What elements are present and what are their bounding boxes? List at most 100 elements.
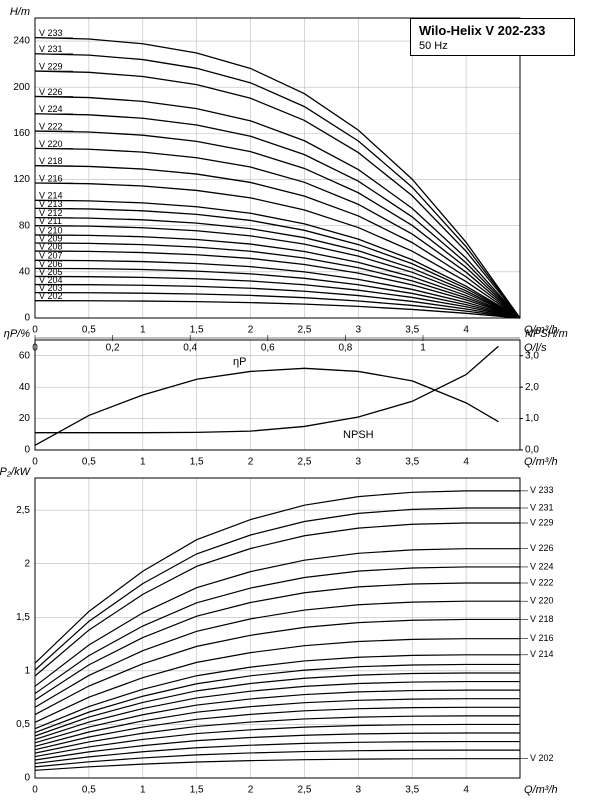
h-curves: V 202V 203V 204V 205V 206V 207V 208V 209… — [35, 28, 520, 318]
svg-text:V 220: V 220 — [530, 596, 554, 606]
svg-text:ηP: ηP — [233, 356, 246, 368]
svg-text:V 224: V 224 — [530, 561, 554, 571]
svg-text:0: 0 — [32, 785, 38, 796]
svg-text:2,5: 2,5 — [297, 325, 311, 336]
p2-curve-V224 — [35, 567, 520, 694]
h-curve-V231 — [35, 54, 520, 318]
svg-text:1,5: 1,5 — [190, 785, 204, 796]
svg-text:0,4: 0,4 — [183, 343, 197, 354]
svg-text:120: 120 — [13, 174, 30, 185]
svg-text:4: 4 — [463, 325, 469, 336]
svg-text:2: 2 — [24, 558, 30, 569]
svg-text:V 214: V 214 — [530, 649, 554, 659]
svg-text:H/m: H/m — [10, 6, 30, 18]
svg-text:1,5: 1,5 — [190, 325, 204, 336]
svg-text:V 229: V 229 — [39, 61, 63, 71]
svg-text:V 222: V 222 — [530, 577, 554, 587]
svg-text:3: 3 — [356, 325, 362, 336]
svg-text:V 216: V 216 — [39, 173, 63, 183]
svg-text:0,2: 0,2 — [106, 343, 120, 354]
svg-text:0,5: 0,5 — [82, 325, 96, 336]
svg-text:2,0: 2,0 — [525, 382, 539, 393]
svg-text:2: 2 — [248, 785, 254, 796]
svg-text:0,5: 0,5 — [82, 785, 96, 796]
svg-text:1: 1 — [140, 325, 146, 336]
svg-text:V 220: V 220 — [39, 139, 63, 149]
svg-text:40: 40 — [19, 266, 31, 277]
svg-text:V 216: V 216 — [530, 633, 554, 643]
svg-text:0,5: 0,5 — [82, 457, 96, 468]
svg-text:Q/m³/h: Q/m³/h — [524, 456, 558, 468]
svg-text:Q/m³/h: Q/m³/h — [524, 784, 558, 796]
p2-curve-V207 — [35, 716, 520, 753]
svg-text:0,8: 0,8 — [338, 343, 352, 354]
svg-text:0: 0 — [24, 313, 30, 324]
svg-text:V 226: V 226 — [39, 87, 63, 97]
svg-text:1: 1 — [24, 665, 30, 676]
npsh-curve — [35, 346, 498, 432]
svg-text:V 231: V 231 — [39, 44, 63, 54]
svg-text:ηP/%: ηP/% — [4, 328, 31, 340]
svg-text:80: 80 — [19, 220, 31, 231]
svg-text:3: 3 — [356, 457, 362, 468]
svg-text:0,6: 0,6 — [261, 343, 275, 354]
title-box: Wilo-Helix V 202-233 50 Hz — [410, 18, 575, 56]
svg-text:3,0: 3,0 — [525, 350, 539, 361]
svg-text:0: 0 — [24, 773, 30, 784]
svg-text:V 233: V 233 — [39, 28, 63, 38]
p2-curve-V205 — [35, 733, 520, 760]
p2-curve-V233 — [35, 491, 520, 663]
svg-text:V 212: V 212 — [39, 208, 63, 218]
svg-text:NPSH: NPSH — [343, 429, 374, 441]
svg-text:2,5: 2,5 — [297, 457, 311, 468]
svg-text:0,0: 0,0 — [525, 445, 539, 456]
svg-text:V 214: V 214 — [39, 191, 63, 201]
svg-text:V 226: V 226 — [530, 543, 554, 553]
p2-curves: V 202 V 214 V 216 V 218 V 220 V 222 V 224 V 226… — [35, 485, 554, 770]
svg-text:NPSH/m: NPSH/m — [525, 328, 568, 340]
svg-text:2,5: 2,5 — [16, 505, 30, 516]
svg-text:V 233: V 233 — [530, 485, 554, 495]
svg-text:2,5: 2,5 — [297, 785, 311, 796]
pump-curve-sheet: { "title": { "line1": "Wilo-Helix V 202-… — [0, 0, 590, 800]
svg-text:V 218: V 218 — [530, 614, 554, 624]
svg-text:0: 0 — [24, 445, 30, 456]
eta-curve — [35, 368, 498, 445]
h-curve-V203 — [35, 293, 520, 318]
svg-text:240: 240 — [13, 36, 30, 47]
svg-text:V 224: V 224 — [39, 104, 63, 114]
svg-text:1,5: 1,5 — [190, 457, 204, 468]
svg-text:0: 0 — [32, 325, 38, 336]
p2-curve-V229 — [35, 523, 520, 676]
svg-text:160: 160 — [13, 128, 30, 139]
svg-text:1,5: 1,5 — [16, 612, 30, 623]
svg-text:V 222: V 222 — [39, 121, 63, 131]
svg-text:3,5: 3,5 — [405, 457, 419, 468]
svg-text:1,0: 1,0 — [525, 413, 539, 424]
title-line2: 50 Hz — [419, 40, 566, 52]
svg-text:4: 4 — [463, 457, 469, 468]
svg-text:40: 40 — [19, 382, 31, 393]
svg-text:1: 1 — [140, 785, 146, 796]
h-curve-V229 — [35, 71, 520, 318]
p2-curve-V222 — [35, 583, 520, 700]
svg-text:V 210: V 210 — [39, 225, 63, 235]
svg-text:20: 20 — [19, 413, 31, 424]
svg-text:V 202: V 202 — [530, 753, 554, 763]
svg-text:V 218: V 218 — [39, 156, 63, 166]
svg-text:200: 200 — [13, 82, 30, 93]
svg-text:V 231: V 231 — [530, 502, 554, 512]
title-line1: Wilo-Helix V 202-233 — [419, 23, 566, 38]
svg-text:P₂/kW: P₂/kW — [0, 466, 32, 478]
svg-text:3,5: 3,5 — [405, 325, 419, 336]
svg-text:1: 1 — [420, 343, 426, 354]
svg-text:4: 4 — [463, 785, 469, 796]
chart-svg: 04080120160200240H/m00,511,522,533,54Q/m… — [0, 0, 590, 800]
svg-text:0,5: 0,5 — [16, 719, 30, 730]
svg-text:3,5: 3,5 — [405, 785, 419, 796]
svg-text:3: 3 — [356, 785, 362, 796]
svg-text:V 207: V 207 — [39, 251, 63, 261]
svg-text:2: 2 — [248, 457, 254, 468]
svg-text:1: 1 — [140, 457, 146, 468]
h-curve-V224 — [35, 114, 520, 318]
